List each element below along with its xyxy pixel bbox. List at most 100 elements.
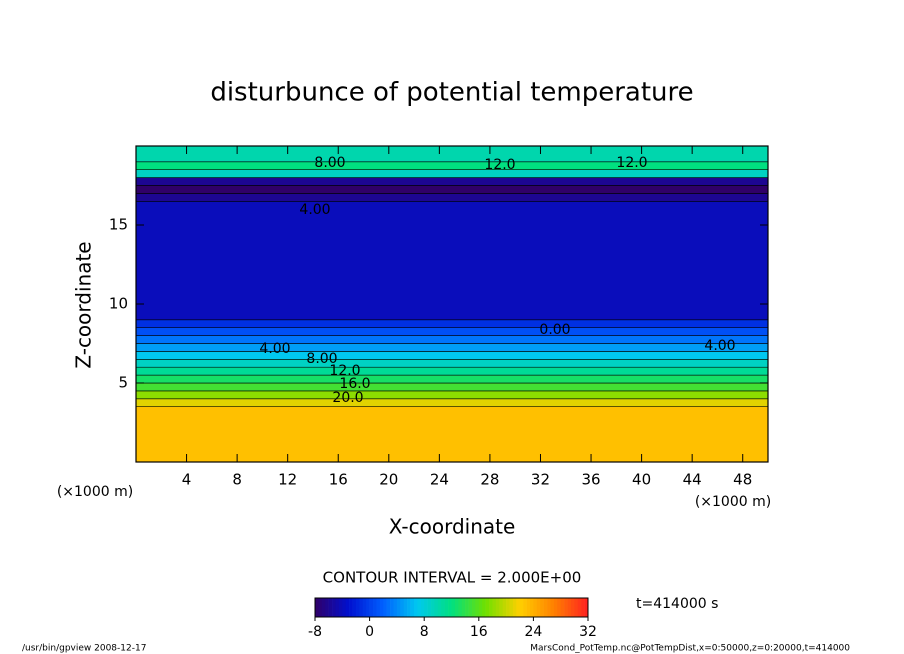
contour-band xyxy=(135,145,769,163)
contour-label: 8.00 xyxy=(314,155,345,171)
x-axis-label: X-coordinate xyxy=(389,515,516,539)
y-tick-label: 15 xyxy=(109,216,128,234)
contour-label: 12.0 xyxy=(616,155,647,171)
x-tick-label: 16 xyxy=(329,471,348,489)
colorbar-cell xyxy=(318,598,323,617)
chart-title: disturbunce of potential temperature xyxy=(210,78,693,108)
contour-band xyxy=(135,398,769,407)
colorbar-cell xyxy=(342,598,347,617)
colorbar-cell xyxy=(543,598,548,617)
x-tick-label: 32 xyxy=(531,471,550,489)
x-unit: (×1000 m) xyxy=(695,494,771,510)
colorbar-cell xyxy=(471,598,476,617)
colorbar-cell xyxy=(315,598,319,617)
colorbar-tick-label: 16 xyxy=(470,624,488,640)
colorbar-cell xyxy=(349,598,353,617)
colorbar-frame xyxy=(314,597,589,618)
colorbar-cell xyxy=(424,598,428,617)
colorbar-cell xyxy=(335,598,340,617)
colorbar-cell xyxy=(482,598,486,617)
contour-interval: CONTOUR INTERVAL = 2.000E+00 xyxy=(323,569,582,587)
colorbar-cell xyxy=(574,598,579,617)
time-label: t=414000 s xyxy=(636,596,718,612)
colorbar-cell xyxy=(540,598,544,617)
colorbar-cell xyxy=(529,598,534,617)
x-tick-label: 28 xyxy=(480,471,499,489)
footer: /usr/bin/gpview 2008-12-17 xyxy=(22,644,146,654)
contour-label: 4.00 xyxy=(299,202,330,218)
y-axis-label: Z-coordinate xyxy=(72,241,96,368)
colorbar-cell xyxy=(434,598,439,617)
colorbar-cell xyxy=(475,598,480,617)
colorbar-cell xyxy=(352,598,357,617)
colorbar-cell xyxy=(373,598,377,617)
colorbar-cell xyxy=(396,598,401,617)
y-tick-label: 5 xyxy=(118,374,128,392)
contour-band xyxy=(135,351,769,360)
colorbar-cell xyxy=(478,598,483,617)
footer: MarsCond_PotTemp.nc@PotTempDist,x=0:5000… xyxy=(530,644,850,654)
x-tick-label: 48 xyxy=(733,471,752,489)
colorbar-cell xyxy=(509,598,514,617)
colorbar-cell xyxy=(345,598,350,617)
contour-band xyxy=(135,327,769,336)
colorbar-cell xyxy=(451,598,456,617)
contour-band xyxy=(135,406,769,463)
colorbar-cell xyxy=(431,598,435,617)
colorbar-cell xyxy=(584,598,589,617)
colorbar-cell xyxy=(379,598,384,617)
colorbar-cell xyxy=(502,598,507,617)
y-tick-label: 10 xyxy=(109,295,128,313)
colorbar-cell xyxy=(516,598,521,617)
x-tick-label: 36 xyxy=(581,471,600,489)
colorbar-cell xyxy=(417,598,422,617)
contour-label: 4.00 xyxy=(259,341,290,357)
colorbar-cell xyxy=(495,598,500,617)
colorbar-tick-label: 32 xyxy=(579,624,597,640)
colorbar-tick-label: 24 xyxy=(524,624,542,640)
x-tick-label: 8 xyxy=(232,471,242,489)
colorbar-cell xyxy=(547,598,551,617)
colorbar-cell xyxy=(328,598,333,617)
colorbar-cell xyxy=(383,598,387,617)
contour-band xyxy=(135,390,769,400)
colorbar-cell xyxy=(393,598,398,617)
x-tick-label: 4 xyxy=(182,471,192,489)
colorbar-cell xyxy=(570,598,575,617)
colorbar-cell xyxy=(465,598,469,617)
contour-band xyxy=(135,343,769,352)
colorbar-cell xyxy=(441,598,445,617)
colorbar-cell xyxy=(468,598,473,617)
contour-label: 4.00 xyxy=(704,338,735,354)
colorbar-cell xyxy=(523,598,527,617)
contour-band xyxy=(135,169,769,178)
colorbar-cell xyxy=(369,598,374,617)
colorbar-cell xyxy=(461,598,466,617)
contour-band xyxy=(135,201,769,321)
colorbar-cell xyxy=(332,598,336,617)
contour-band xyxy=(135,161,769,171)
colorbar-cell xyxy=(485,598,490,617)
colorbar-cell xyxy=(519,598,524,617)
x-tick-label: 44 xyxy=(683,471,702,489)
colorbar-cell xyxy=(420,598,425,617)
colorbar-cell xyxy=(338,598,343,617)
colorbar-cell xyxy=(492,598,497,617)
contour-band xyxy=(135,382,769,392)
colorbar-cell xyxy=(410,598,415,617)
colorbar-cell xyxy=(444,598,449,617)
colorbar-cell xyxy=(359,598,364,617)
x-tick-label: 24 xyxy=(430,471,449,489)
colorbar-cell xyxy=(577,598,582,617)
colorbar-cell xyxy=(489,598,493,617)
colorbar-cell xyxy=(437,598,442,617)
colorbar-cell xyxy=(362,598,367,617)
colorbar-cell xyxy=(390,598,394,617)
colorbar-cell xyxy=(407,598,411,617)
contour-band xyxy=(135,319,769,328)
colorbar-cell xyxy=(553,598,558,617)
contour-band xyxy=(135,177,769,186)
contour-label: 12.0 xyxy=(329,363,360,379)
contour-label: 0.00 xyxy=(539,322,570,338)
colorbar-cell xyxy=(427,598,432,617)
